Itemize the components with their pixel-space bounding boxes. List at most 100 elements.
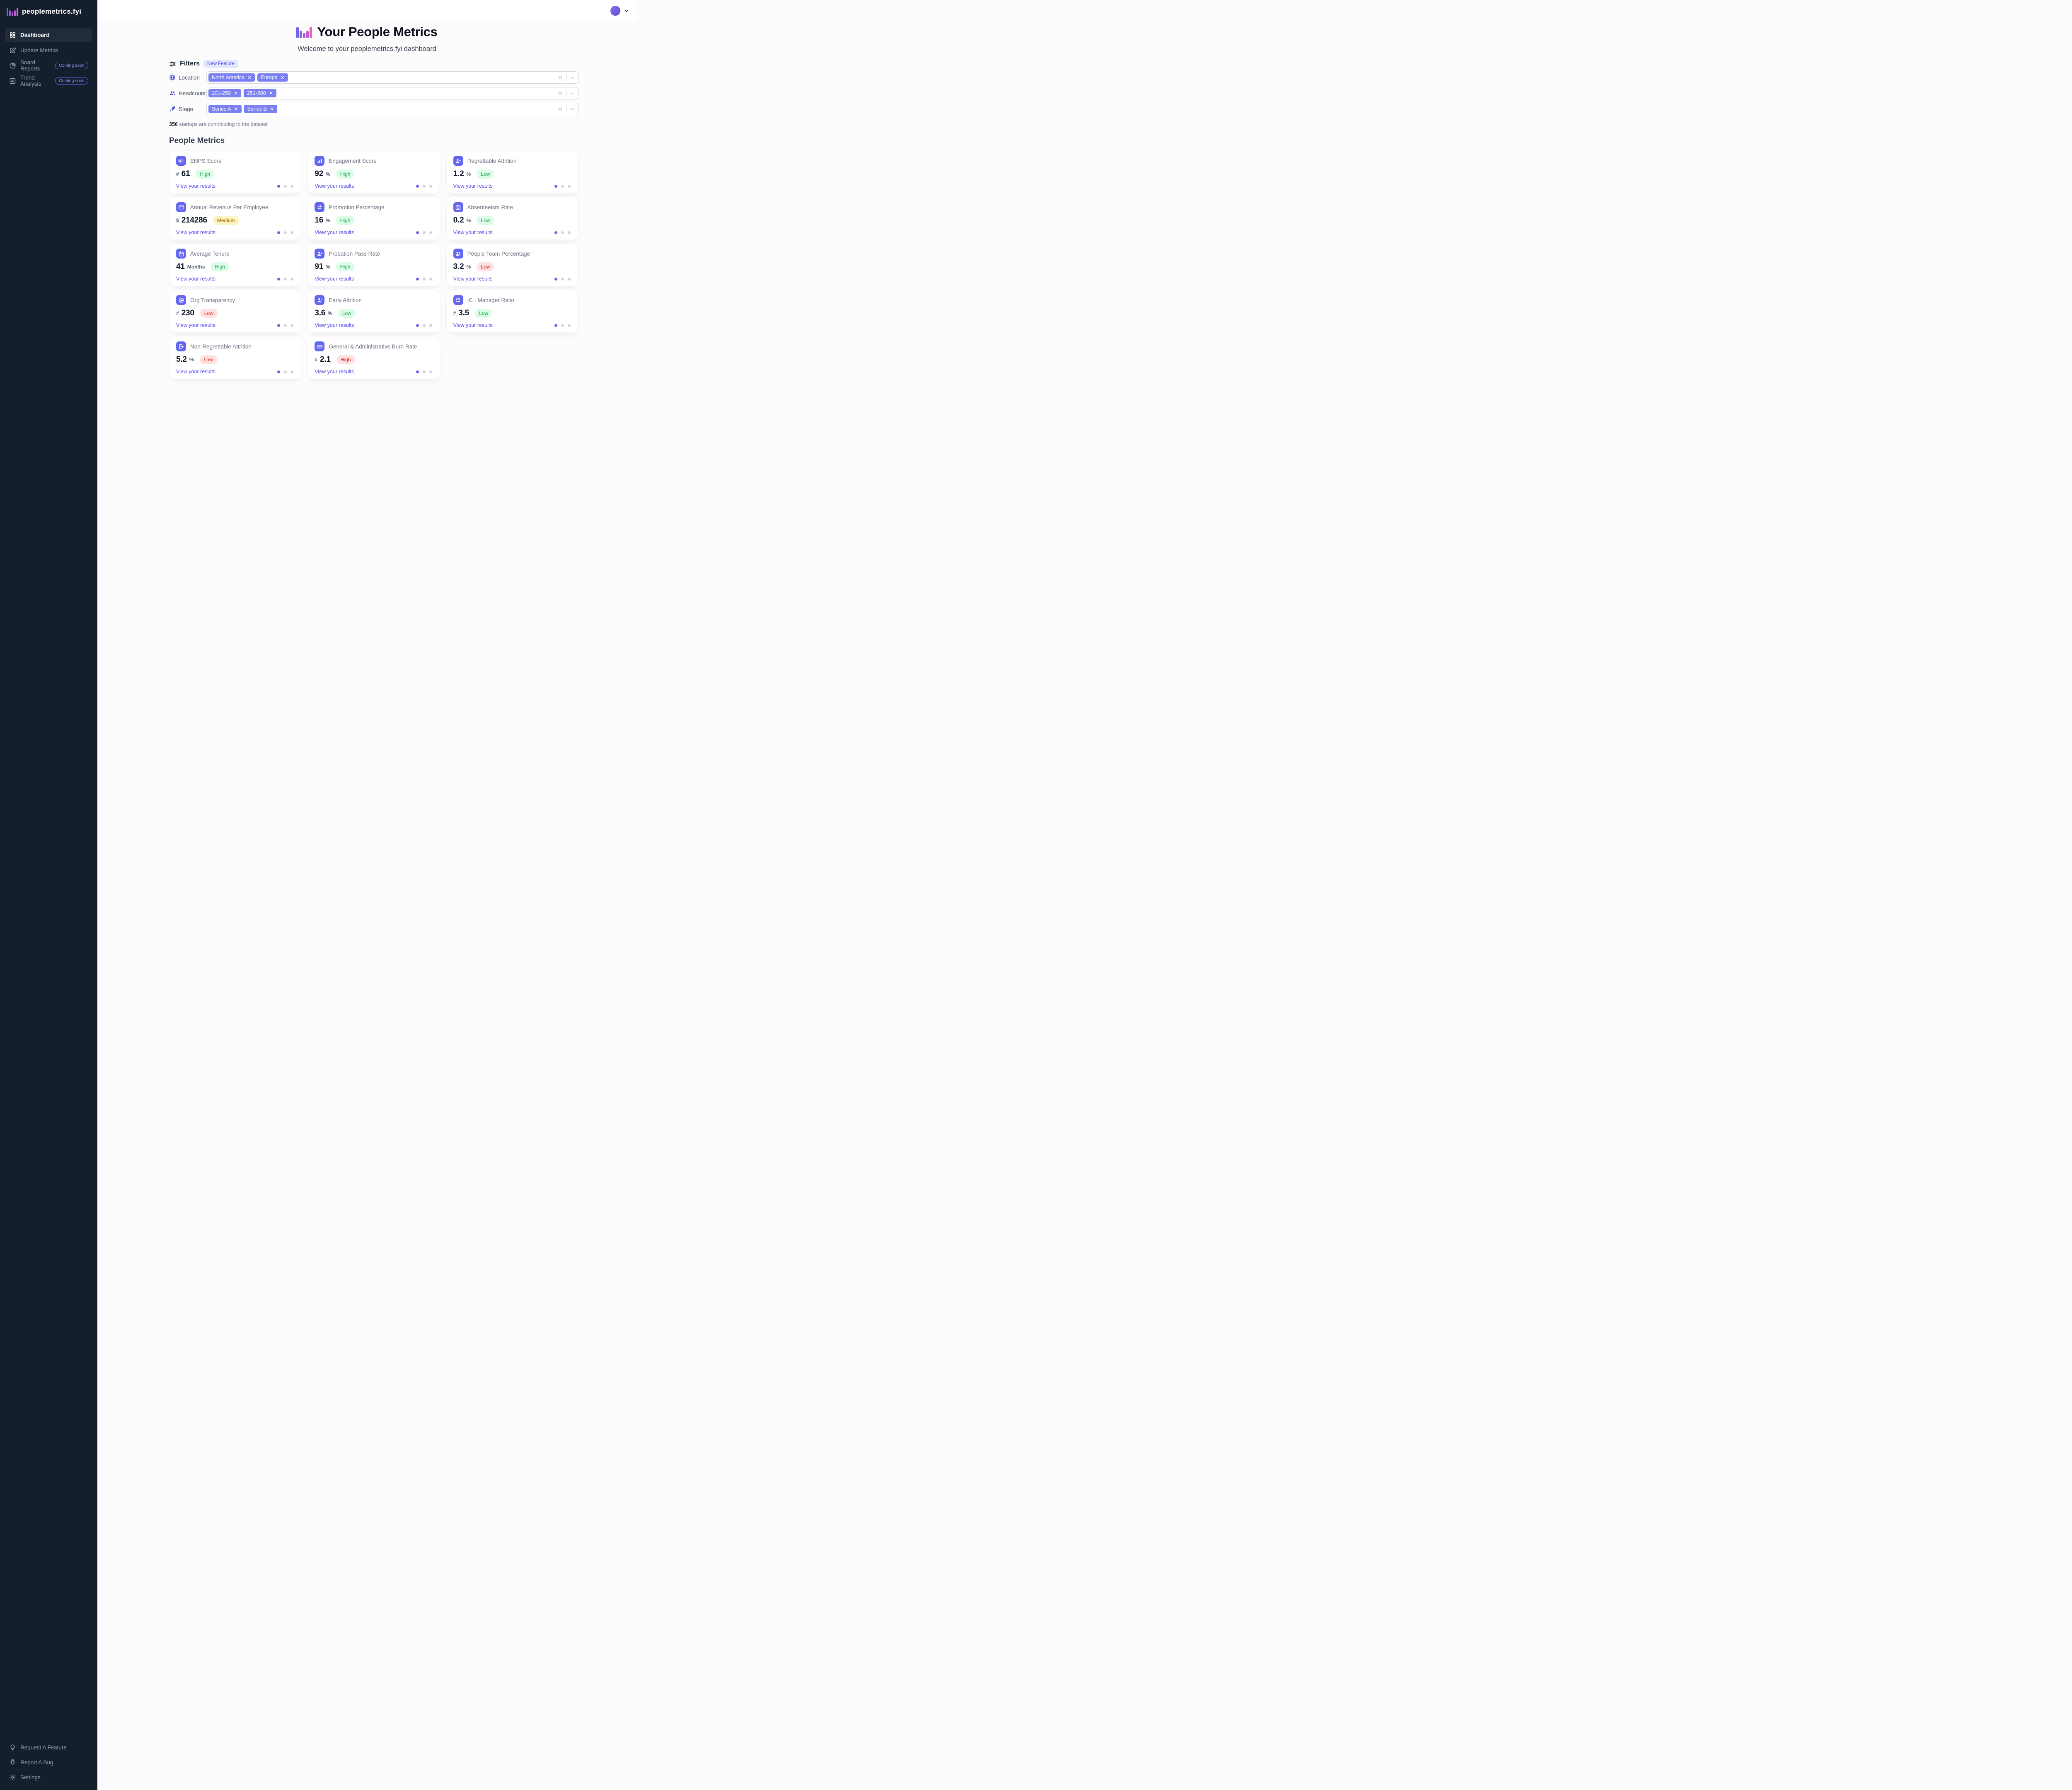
filter-row-location: Location North America ✕ Europe ✕ <box>169 71 579 84</box>
coming-soon-badge: Coming soon <box>55 77 88 85</box>
sidebar-item-report-a-bug[interactable]: Report A Bug <box>5 1755 92 1769</box>
clear-select-icon[interactable] <box>557 106 563 112</box>
metric-value: 5.2 <box>176 355 187 364</box>
metric-title: Non-Regrettable Attrition <box>190 343 252 350</box>
metric-prefix: # <box>176 310 179 316</box>
users-group-icon <box>453 295 463 305</box>
grid-icon <box>9 31 16 39</box>
avatar[interactable] <box>610 6 620 16</box>
metric-value: 61 <box>181 169 190 178</box>
view-results-link[interactable]: View your results <box>176 276 215 282</box>
carousel-dots[interactable] <box>554 184 571 188</box>
brand-name: peoplemetrics.fyi <box>22 7 82 15</box>
view-results-link[interactable]: View your results <box>315 183 354 189</box>
metric-value: 92 <box>315 169 324 178</box>
sidebar-item-update-metrics[interactable]: Update Metrics <box>5 43 92 57</box>
metric-prefix: $ <box>176 218 179 223</box>
dataset-count: 356 <box>169 121 178 127</box>
sidebar-item-trend-analysis[interactable]: Trend Analysis Coming soon <box>5 74 92 88</box>
metric-badge: Low <box>477 216 494 225</box>
battery-icon <box>176 156 186 166</box>
view-results-link[interactable]: View your results <box>176 322 215 328</box>
sidebar-item-board-reports[interactable]: Board Reports Coming soon <box>5 58 92 73</box>
calendar-icon <box>176 249 186 259</box>
metric-value: 1.2 <box>453 169 464 178</box>
carousel-dots[interactable] <box>277 184 294 188</box>
metric-unit: % <box>326 264 330 270</box>
filter-label-text: Headcount <box>179 90 206 97</box>
sidebar-item-settings[interactable]: Settings <box>5 1770 92 1784</box>
carousel-dots[interactable] <box>416 277 433 281</box>
chip-remove-icon[interactable]: ✕ <box>247 75 252 80</box>
carousel-dots[interactable] <box>416 184 433 188</box>
select-chevron-icon[interactable] <box>569 106 576 112</box>
view-results-link[interactable]: View your results <box>453 183 493 189</box>
metric-card-promotion-percentage: Promotion Percentage 16 % High View your… <box>307 197 440 240</box>
calendar-x-icon <box>453 202 463 212</box>
view-results-link[interactable]: View your results <box>453 276 493 282</box>
bar-chart-icon <box>315 156 325 166</box>
carousel-dots[interactable] <box>277 370 294 373</box>
metric-badge: Low <box>200 309 218 318</box>
metric-prefix: # <box>315 357 318 363</box>
metric-unit: % <box>466 171 471 177</box>
dashboard-content: Your People Metrics Welcome to your peop… <box>97 22 637 1790</box>
headcount-multiselect[interactable]: 101-250 ✕ 251-500 ✕ <box>206 87 579 99</box>
view-results-link[interactable]: View your results <box>315 322 354 328</box>
section-title: People Metrics <box>169 136 225 145</box>
filter-label: Stage <box>169 106 206 112</box>
carousel-dots[interactable] <box>416 324 433 327</box>
metric-value: 214286 <box>181 216 207 225</box>
page-title-row: Your People Metrics <box>97 24 637 39</box>
metric-title: Engagement Score <box>329 157 377 164</box>
filter-chip: 251-500 ✕ <box>243 89 276 97</box>
arrows-swap-icon <box>315 202 325 212</box>
metric-value: 0.2 <box>453 216 464 225</box>
metric-badge: Low <box>477 169 494 179</box>
clear-select-icon[interactable] <box>557 75 563 80</box>
metric-unit: % <box>466 218 471 223</box>
carousel-dots[interactable] <box>277 277 294 281</box>
view-results-link[interactable]: View your results <box>176 183 215 189</box>
chip-remove-icon[interactable]: ✕ <box>269 106 274 112</box>
chip-remove-icon[interactable]: ✕ <box>280 75 285 80</box>
bug-icon <box>9 1759 16 1766</box>
stage-multiselect[interactable]: Series A ✕ Series B ✕ <box>206 103 579 115</box>
carousel-dots[interactable] <box>277 324 294 327</box>
carousel-dots[interactable] <box>416 231 433 234</box>
view-results-link[interactable]: View your results <box>176 369 215 375</box>
chip-remove-icon[interactable]: ✕ <box>233 90 238 96</box>
chevron-down-icon[interactable] <box>624 8 629 14</box>
chip-remove-icon[interactable]: ✕ <box>269 90 273 96</box>
metric-value: 3.5 <box>458 309 470 317</box>
credit-card-icon <box>176 202 186 212</box>
carousel-dots[interactable] <box>554 231 571 234</box>
carousel-dots[interactable] <box>554 277 571 281</box>
location-multiselect[interactable]: North America ✕ Europe ✕ <box>206 71 579 84</box>
sidebar-item-dashboard[interactable]: Dashboard <box>5 28 92 42</box>
carousel-dots[interactable] <box>554 324 571 327</box>
logout-icon <box>176 341 186 351</box>
metric-badge: Low <box>338 309 356 318</box>
select-chevron-icon[interactable] <box>569 75 576 81</box>
sidebar-item-label: Report A Bug <box>20 1759 53 1766</box>
view-results-link[interactable]: View your results <box>453 230 493 235</box>
dataset-note: 356 startups are contributing to the dat… <box>169 121 579 127</box>
view-results-link[interactable]: View your results <box>315 230 354 235</box>
view-results-link[interactable]: View your results <box>453 322 493 328</box>
carousel-dots[interactable] <box>277 231 294 234</box>
brand-logo-icon <box>7 7 18 16</box>
users-icon <box>169 90 176 97</box>
clear-select-icon[interactable] <box>557 90 563 96</box>
metric-prefix: # <box>176 171 179 177</box>
filter-row-stage: Stage Series A ✕ Series B ✕ <box>169 103 579 115</box>
view-results-link[interactable]: View your results <box>315 369 354 375</box>
chip-remove-icon[interactable]: ✕ <box>234 106 238 112</box>
select-chevron-icon[interactable] <box>569 90 576 97</box>
carousel-dots[interactable] <box>416 370 433 373</box>
gear-icon <box>9 1774 16 1781</box>
brand: peoplemetrics.fyi <box>5 7 92 17</box>
sidebar-item-request-a-feature[interactable]: Request A Feature <box>5 1740 92 1754</box>
view-results-link[interactable]: View your results <box>176 230 215 235</box>
view-results-link[interactable]: View your results <box>315 276 354 282</box>
